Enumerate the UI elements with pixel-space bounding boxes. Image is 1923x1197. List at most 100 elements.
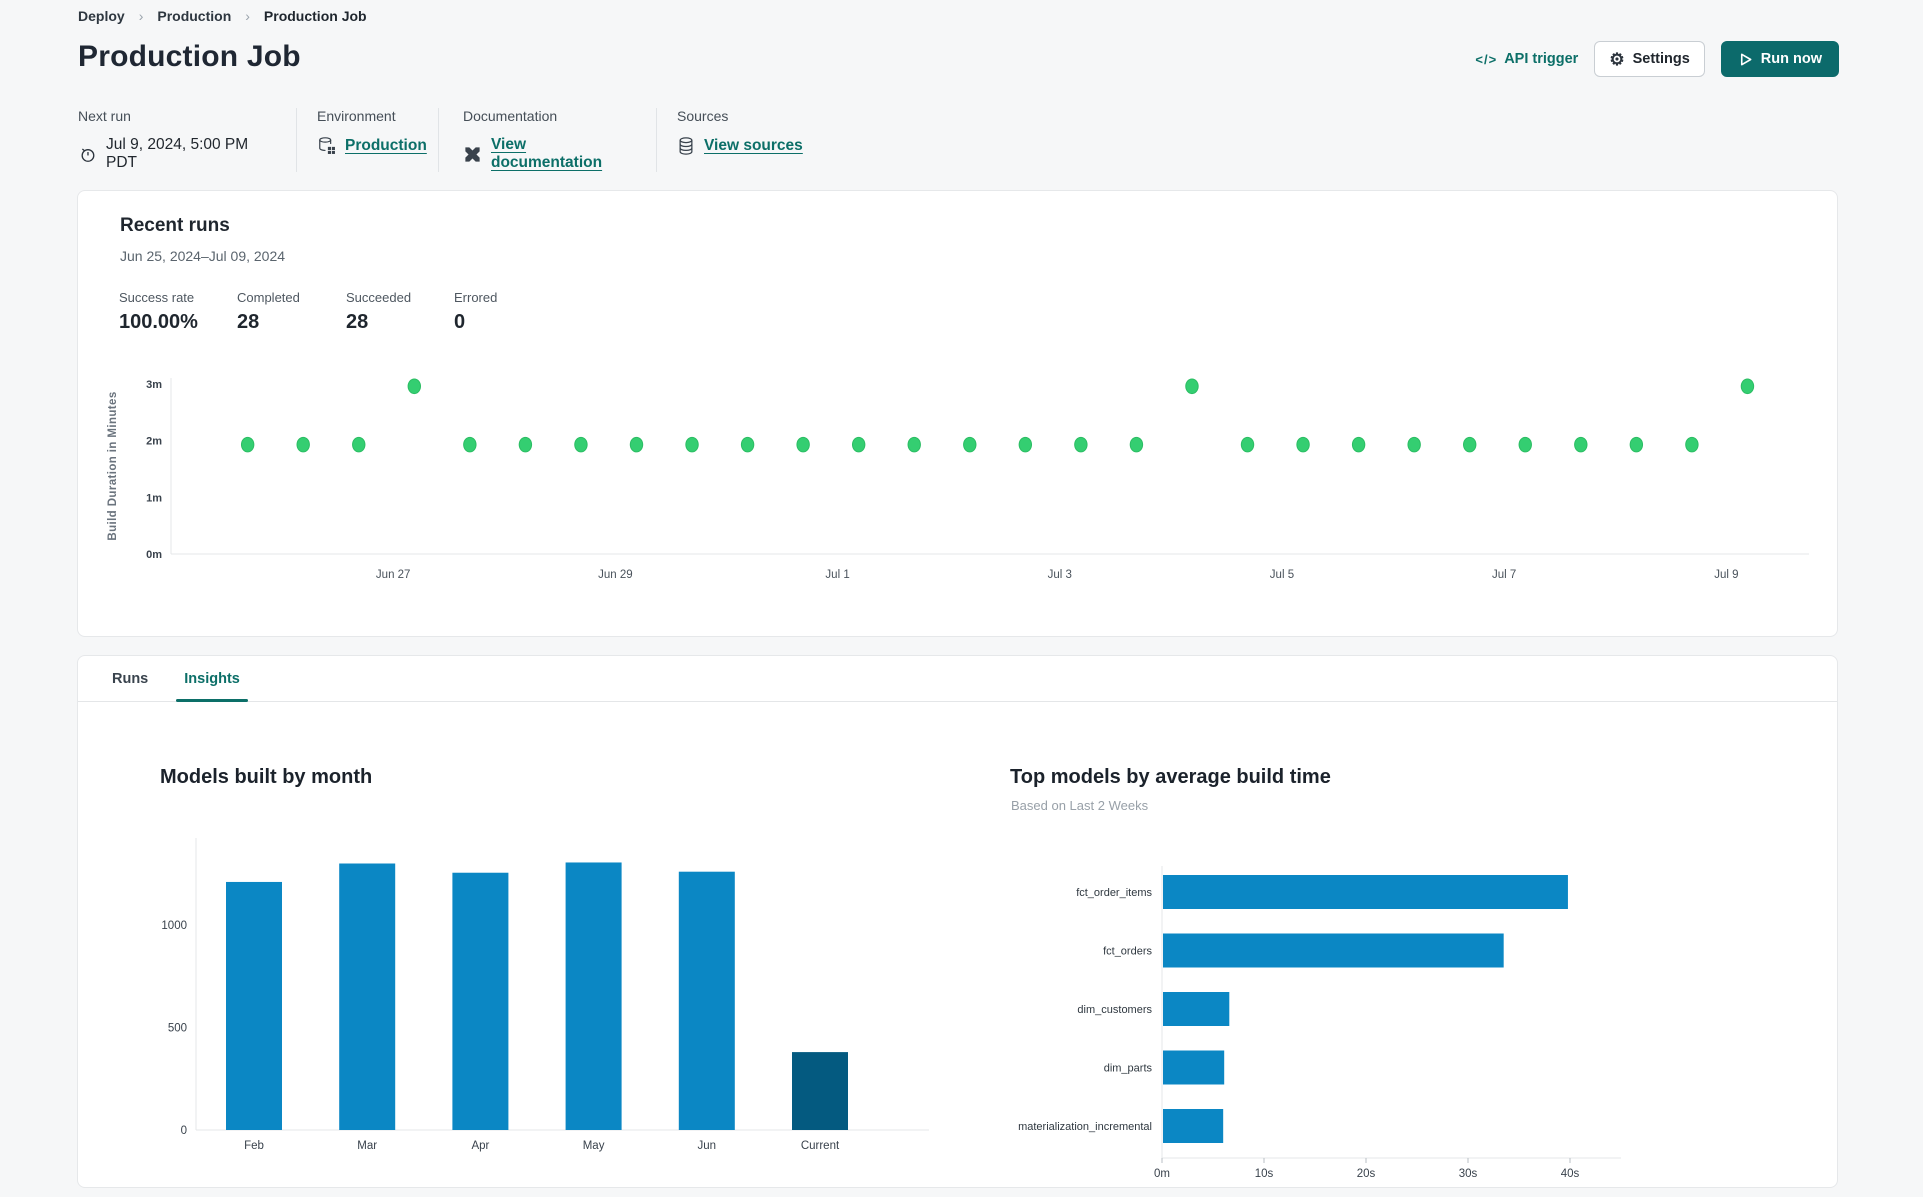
sources-label: Sources bbox=[677, 108, 729, 124]
run-point[interactable] bbox=[1407, 436, 1421, 453]
api-trigger-link[interactable]: </> API trigger bbox=[1475, 51, 1578, 67]
run-point[interactable] bbox=[407, 378, 421, 395]
run-point[interactable] bbox=[796, 436, 810, 453]
run-point[interactable] bbox=[1018, 436, 1033, 453]
api-trigger-label: API trigger bbox=[1504, 51, 1579, 67]
run-point[interactable] bbox=[1685, 436, 1699, 453]
tab-insights[interactable]: Insights bbox=[166, 656, 258, 702]
run-point[interactable] bbox=[1740, 378, 1755, 395]
run-point[interactable] bbox=[518, 436, 533, 453]
header-actions: </> API trigger ⚙ Settings Run now bbox=[1475, 41, 1839, 77]
breadcrumb: Deploy › Production › Production Job bbox=[78, 8, 367, 24]
run-point[interactable] bbox=[1629, 436, 1644, 453]
stat-label: Succeeded bbox=[346, 290, 412, 305]
stat-success-rate: Success rate 100.00% bbox=[119, 291, 237, 334]
run-point[interactable] bbox=[963, 436, 977, 453]
job-info-row: Next run Jul 9, 2024, 5:00 PM PDT Enviro… bbox=[78, 108, 823, 172]
next-run-column: Next run Jul 9, 2024, 5:00 PM PDT bbox=[78, 108, 296, 172]
models-by-month-chart: 0 500 1000 Feb Mar Apr May Jun Current bbox=[119, 816, 949, 1161]
month-bar[interactable] bbox=[339, 863, 396, 1131]
database-stack-icon bbox=[677, 136, 695, 156]
run-point[interactable] bbox=[1074, 436, 1088, 453]
view-documentation-link[interactable]: View documentation bbox=[491, 136, 603, 171]
run-point[interactable] bbox=[574, 436, 588, 453]
run-point[interactable] bbox=[463, 436, 477, 453]
run-point[interactable] bbox=[1351, 436, 1366, 453]
view-sources-link[interactable]: View sources bbox=[704, 137, 803, 154]
models-by-month-title: Models built by month bbox=[160, 766, 373, 788]
run-point[interactable] bbox=[240, 436, 255, 453]
top-models-chart: 0m 10s 20s 30s 40s fct_order_items fct_orders d… bbox=[778, 831, 1628, 1183]
insights-card: Runs Insights Models built by month Top … bbox=[77, 655, 1838, 1188]
model-label: fct_orders bbox=[1103, 946, 1152, 958]
stat-value: 28 bbox=[237, 311, 260, 333]
play-icon bbox=[1738, 52, 1753, 67]
environment-label: Environment bbox=[317, 108, 396, 124]
stat-completed: Completed 28 bbox=[237, 291, 346, 334]
month-bar[interactable] bbox=[565, 862, 622, 1130]
run-point[interactable] bbox=[740, 436, 755, 453]
top-models-title: Top models by average build time bbox=[1010, 766, 1331, 788]
recent-runs-stats: Success rate 100.00% Completed 28 Succee… bbox=[119, 291, 497, 334]
month-bar[interactable] bbox=[792, 1052, 848, 1130]
run-point[interactable] bbox=[352, 436, 366, 453]
run-point[interactable] bbox=[1240, 436, 1255, 453]
model-label: dim_parts bbox=[1104, 1063, 1153, 1075]
y-tick-label: 1000 bbox=[161, 920, 187, 932]
run-point[interactable] bbox=[1185, 378, 1199, 395]
x-category-label: Apr bbox=[471, 1140, 489, 1152]
x-tick-label: Jul 1 bbox=[825, 569, 849, 581]
run-point[interactable] bbox=[851, 436, 866, 453]
breadcrumb-production[interactable]: Production bbox=[157, 8, 232, 24]
scatter-svg: 0m 1m 2m 3m Jun 27 Jun 29 Jul 1 Jul 3 Jul 5 Jul 7… bbox=[107, 378, 1809, 581]
run-now-button[interactable]: Run now bbox=[1720, 41, 1839, 77]
x-tick-label: 10s bbox=[1255, 1168, 1274, 1180]
x-category-label: Feb bbox=[244, 1140, 264, 1152]
stat-value: 0 bbox=[454, 311, 466, 333]
x-tick-label: Jun 27 bbox=[376, 569, 411, 581]
x-tick-label: Jun 29 bbox=[598, 569, 633, 581]
x-tick-label: 30s bbox=[1459, 1168, 1478, 1180]
month-bar[interactable] bbox=[226, 881, 282, 1130]
month-bar[interactable] bbox=[452, 872, 509, 1130]
y-tick-label: 1m bbox=[146, 492, 162, 504]
tab-runs[interactable]: Runs bbox=[112, 670, 149, 687]
run-point[interactable] bbox=[685, 436, 699, 453]
run-point[interactable] bbox=[1129, 436, 1144, 453]
x-category-label: Mar bbox=[357, 1140, 377, 1152]
x-tick-label: Jul 3 bbox=[1048, 569, 1072, 581]
model-bar[interactable] bbox=[1163, 1109, 1224, 1143]
hbar-chart-svg: 0m 10s 20s 30s 40s fct_order_items fct_ordersd… bbox=[1018, 866, 1621, 1180]
model-bar[interactable] bbox=[1163, 1050, 1225, 1085]
run-point[interactable] bbox=[907, 436, 921, 453]
next-run-value: Jul 9, 2024, 5:00 PM PDT bbox=[106, 136, 249, 171]
model-label: dim_customers bbox=[1077, 1004, 1152, 1016]
stat-label: Errored bbox=[454, 290, 498, 305]
y-tick-label: 3m bbox=[146, 379, 162, 391]
x-tick-label: 20s bbox=[1357, 1168, 1376, 1180]
next-run-label: Next run bbox=[78, 108, 131, 124]
page-title: Production Job bbox=[78, 40, 301, 73]
gear-icon: ⚙ bbox=[1609, 49, 1625, 69]
run-point[interactable] bbox=[629, 436, 644, 453]
x-category-label: Current bbox=[801, 1140, 840, 1152]
run-point[interactable] bbox=[1518, 436, 1532, 453]
settings-button[interactable]: ⚙ Settings bbox=[1594, 41, 1705, 77]
model-bar[interactable] bbox=[1163, 992, 1230, 1026]
stat-label: Completed bbox=[237, 290, 300, 305]
model-label: materialization_incremental bbox=[1018, 1121, 1152, 1133]
model-bar[interactable] bbox=[1163, 875, 1568, 909]
stat-value: 28 bbox=[346, 311, 369, 333]
breadcrumb-deploy[interactable]: Deploy bbox=[78, 8, 125, 24]
build-duration-scatter-chart: 0m 1m 2m 3m Jun 27 Jun 29 Jul 1 Jul 3 Jul 5 Jul 7… bbox=[103, 364, 1833, 599]
model-bar[interactable] bbox=[1163, 933, 1504, 968]
run-point[interactable] bbox=[1463, 436, 1477, 453]
recent-runs-date-range: Jun 25, 2024–Jul 09, 2024 bbox=[120, 248, 286, 264]
environment-link[interactable]: Production bbox=[345, 136, 427, 154]
database-grid-icon bbox=[317, 136, 336, 155]
y-axis-title: Build Duration in Minutes bbox=[107, 391, 119, 540]
run-point[interactable] bbox=[1296, 436, 1310, 453]
month-bar[interactable] bbox=[678, 871, 735, 1130]
run-point[interactable] bbox=[296, 436, 310, 453]
run-point[interactable] bbox=[1574, 436, 1588, 453]
